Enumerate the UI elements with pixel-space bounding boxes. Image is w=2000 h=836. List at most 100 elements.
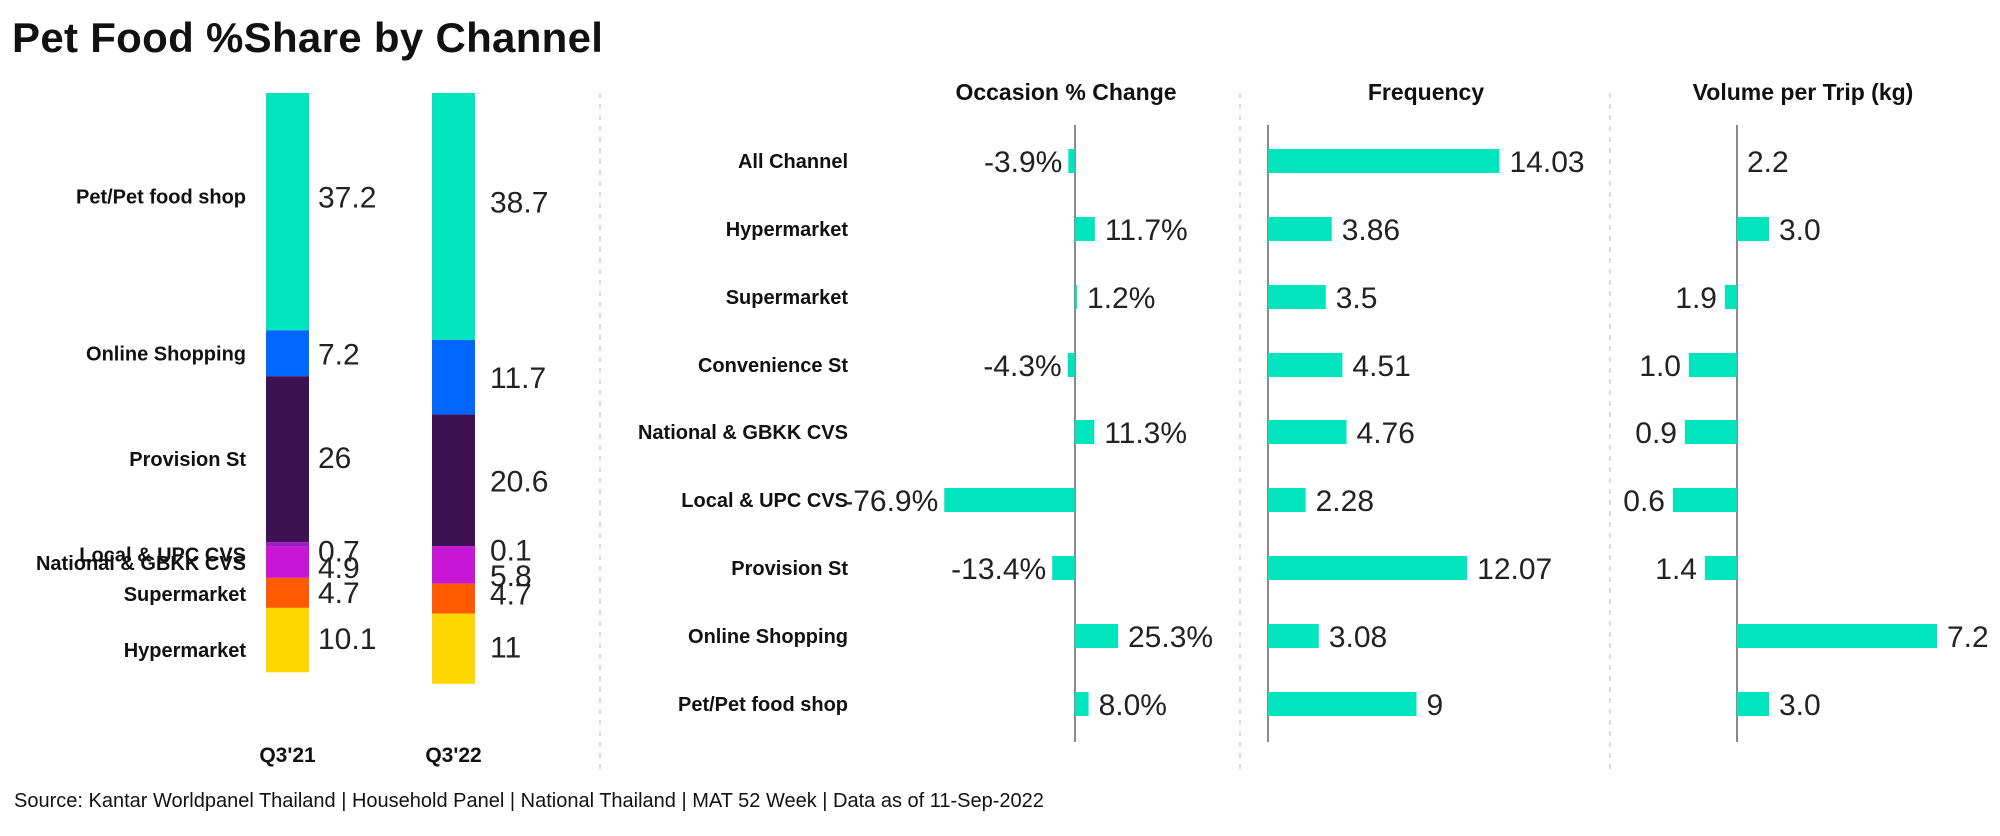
- segment-label-hypermarket: Hypermarket: [124, 640, 247, 662]
- stack-value-hypermarket-0: 10.1: [318, 623, 376, 656]
- value-volume-national-gbkk-cvs: 0.9: [1635, 417, 1677, 450]
- stack-value-provision-st-1: 20.6: [490, 465, 548, 498]
- stack-segment-provision-st-1: [432, 414, 475, 546]
- bar-frequency-local-upc-cvs: [1268, 488, 1306, 512]
- row-label-supermarket: Supermarket: [726, 287, 849, 309]
- value-frequency-convenience-st: 4.51: [1352, 350, 1410, 383]
- page-title: Pet Food %Share by Channel: [12, 14, 604, 61]
- value-volume-all-channel: 2.2: [1747, 146, 1789, 179]
- stack-segment-hypermarket-0: [266, 607, 309, 673]
- stack-value-national-gbkk-cvs-0: 4.9: [318, 552, 360, 585]
- stack-segment-online-shopping-0: [266, 330, 309, 377]
- bar-volume-convenience-st: [1689, 353, 1737, 377]
- row-label-provision-st: Provision St: [731, 558, 848, 580]
- segment-label-provision-st: Provision St: [129, 449, 246, 471]
- bar-frequency-hypermarket: [1268, 217, 1332, 241]
- value-frequency-pet-pet-food-shop: 9: [1427, 689, 1444, 722]
- bar-frequency-convenience-st: [1268, 353, 1343, 377]
- stack-value-local-upc-cvs-1: 0.1: [490, 534, 532, 567]
- value-volume-convenience-st: 1.0: [1639, 350, 1681, 383]
- bar-occasion-local-upc-cvs: [944, 488, 1075, 512]
- value-volume-supermarket: 1.9: [1675, 282, 1717, 315]
- row-label-hypermarket: Hypermarket: [726, 219, 849, 241]
- value-frequency-hypermarket: 3.86: [1342, 214, 1400, 247]
- bar-occasion-convenience-st: [1067, 353, 1075, 377]
- bar-frequency-national-gbkk-cvs: [1268, 420, 1347, 444]
- value-occasion-online-shopping: 25.3%: [1128, 621, 1213, 654]
- stack-segment-provision-st-0: [266, 376, 309, 543]
- value-occasion-provision-st: -13.4%: [951, 553, 1046, 586]
- bar-volume-online-shopping: [1737, 624, 1937, 648]
- row-label-pet-pet-food-shop: Pet/Pet food shop: [678, 694, 848, 716]
- bar-occasion-all-channel: [1068, 149, 1075, 173]
- stack-value-pet-pet-food-shop-0: 37.2: [318, 182, 376, 215]
- row-label-all-channel: All Channel: [738, 151, 848, 173]
- bar-occasion-online-shopping: [1075, 624, 1119, 648]
- row-label-online-shopping: Online Shopping: [688, 626, 848, 648]
- stack-segment-national-gbkk-cvs-1: [432, 546, 475, 584]
- bar-occasion-pet-pet-food-shop: [1075, 692, 1089, 716]
- bar-volume-supermarket: [1725, 285, 1737, 309]
- bar-frequency-supermarket: [1268, 285, 1326, 309]
- bar-occasion-hypermarket: [1075, 217, 1095, 241]
- row-label-national-gbkk-cvs: National & GBKK CVS: [638, 422, 848, 444]
- stack-value-online-shopping-0: 7.2: [318, 338, 360, 371]
- value-occasion-local-upc-cvs: -76.9%: [843, 485, 938, 518]
- stack-value-national-gbkk-cvs-1: 5.8: [490, 560, 532, 593]
- panel-title-frequency: Frequency: [1368, 79, 1485, 105]
- value-frequency-local-upc-cvs: 2.28: [1316, 485, 1374, 518]
- value-frequency-supermarket: 3.5: [1336, 282, 1378, 315]
- stack-value-online-shopping-1: 11.7: [490, 362, 546, 395]
- segment-label-supermarket: Supermarket: [124, 584, 247, 606]
- segment-label-national-gbkk-cvs: National & GBKK CVS: [36, 553, 246, 575]
- period-label-0: Q3'21: [259, 744, 316, 767]
- bar-occasion-provision-st: [1052, 556, 1075, 580]
- bar-occasion-supermarket: [1075, 285, 1078, 309]
- stack-segment-local-upc-cvs-0: [266, 542, 309, 547]
- value-frequency-provision-st: 12.07: [1477, 553, 1552, 586]
- segment-label-online-shopping: Online Shopping: [86, 343, 246, 365]
- segment-label-pet-pet-food-shop: Pet/Pet food shop: [76, 187, 246, 209]
- stack-value-supermarket-1: 4.7: [490, 579, 532, 612]
- value-volume-provision-st: 1.4: [1655, 553, 1697, 586]
- period-label-1: Q3'22: [425, 744, 481, 767]
- value-frequency-online-shopping: 3.08: [1329, 621, 1387, 654]
- bar-volume-national-gbkk-cvs: [1685, 420, 1737, 444]
- stack-value-provision-st-0: 26: [318, 442, 351, 475]
- value-volume-pet-pet-food-shop: 3.0: [1779, 689, 1821, 722]
- bar-frequency-pet-pet-food-shop: [1268, 692, 1417, 716]
- stack-value-hypermarket-1: 11: [490, 632, 521, 665]
- stack-segment-online-shopping-1: [432, 339, 475, 415]
- value-occasion-supermarket: 1.2%: [1087, 282, 1155, 315]
- value-occasion-hypermarket: 11.7%: [1105, 214, 1188, 247]
- bar-frequency-online-shopping: [1268, 624, 1319, 648]
- stack-segment-supermarket-0: [266, 577, 309, 608]
- value-occasion-all-channel: -3.9%: [984, 146, 1062, 179]
- value-occasion-national-gbkk-cvs: 11.3%: [1104, 417, 1187, 450]
- value-volume-online-shopping: 7.2: [1947, 621, 1989, 654]
- stack-value-pet-pet-food-shop-1: 38.7: [490, 186, 548, 219]
- bar-frequency-provision-st: [1268, 556, 1468, 580]
- panel-title-volume: Volume per Trip (kg): [1693, 79, 1914, 105]
- bar-occasion-national-gbkk-cvs: [1075, 420, 1095, 444]
- value-occasion-pet-pet-food-shop: 8.0%: [1099, 689, 1167, 722]
- stack-value-supermarket-0: 4.7: [318, 577, 360, 610]
- source-note: Source: Kantar Worldpanel Thailand | Hou…: [14, 790, 1044, 812]
- bar-volume-provision-st: [1705, 556, 1737, 580]
- stack-value-local-upc-cvs-0: 0.7: [318, 535, 360, 568]
- stack-segment-local-upc-cvs-1: [432, 545, 475, 547]
- value-frequency-all-channel: 14.03: [1509, 146, 1584, 179]
- bar-volume-hypermarket: [1737, 217, 1769, 241]
- bar-frequency-all-channel: [1268, 149, 1500, 173]
- stack-segment-hypermarket-1: [432, 613, 475, 684]
- value-volume-hypermarket: 3.0: [1779, 214, 1821, 247]
- bar-volume-pet-pet-food-shop: [1737, 692, 1769, 716]
- stack-segment-supermarket-1: [432, 583, 475, 614]
- value-occasion-convenience-st: -4.3%: [983, 350, 1061, 383]
- bar-volume-local-upc-cvs: [1673, 488, 1737, 512]
- value-frequency-national-gbkk-cvs: 4.76: [1357, 417, 1415, 450]
- row-label-convenience-st: Convenience St: [698, 355, 848, 377]
- value-volume-local-upc-cvs: 0.6: [1623, 485, 1665, 518]
- stack-segment-national-gbkk-cvs-0: [266, 546, 309, 578]
